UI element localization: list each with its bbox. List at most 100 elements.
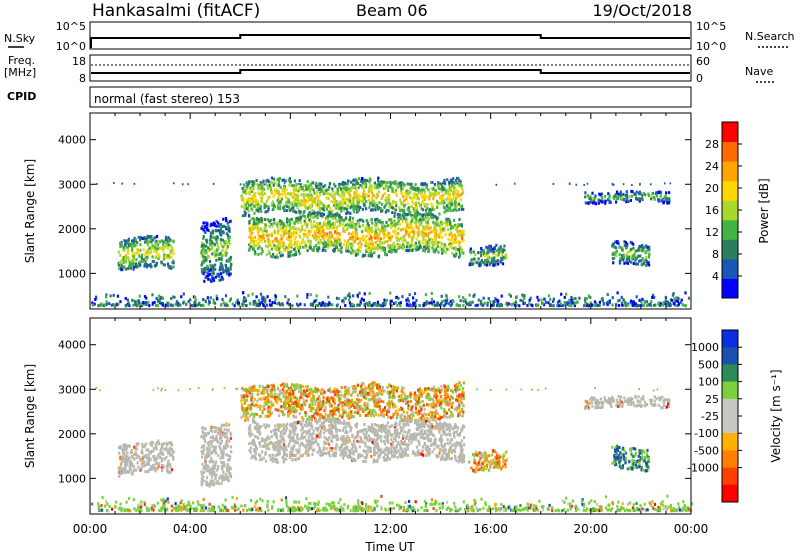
power-cell [672, 292, 675, 296]
power-cell [461, 207, 464, 211]
power-cell [643, 246, 646, 250]
power-cell [378, 303, 381, 307]
power-cell [367, 223, 370, 227]
power-cell [390, 221, 394, 225]
power-cell [211, 231, 215, 235]
power-cell [366, 219, 369, 223]
power-cell [328, 192, 331, 196]
power-cell [479, 260, 482, 264]
velocity-cell [357, 508, 360, 512]
velocity-cell [673, 509, 676, 513]
power-cell [285, 217, 289, 221]
velocity-cell [233, 504, 236, 508]
power-cell [315, 181, 318, 185]
velocity-cell [224, 505, 227, 509]
power-cell [631, 190, 634, 194]
power-cell [366, 179, 369, 183]
power-cell [368, 187, 371, 191]
power-cell [147, 263, 151, 267]
power-cell [206, 296, 209, 300]
power-cell [450, 199, 453, 203]
power-cell [447, 228, 450, 232]
power-cell [403, 214, 406, 218]
velocity-cell [621, 502, 624, 506]
power-cell [201, 243, 204, 247]
power-cell [596, 304, 600, 308]
velocity-cell [170, 509, 174, 513]
velocity-cell [358, 505, 362, 509]
power-cell [492, 249, 495, 253]
power-cell [289, 180, 292, 184]
power-cell [303, 193, 306, 197]
power-cell [351, 225, 354, 229]
velocity-cell [639, 504, 642, 508]
power-cell [274, 191, 277, 195]
power-cell [493, 262, 496, 266]
power-cell [407, 209, 410, 213]
velocity-cell [582, 508, 585, 512]
velocity-cell [180, 505, 183, 509]
power-cell [558, 299, 561, 303]
power-cell [149, 238, 152, 242]
velocity-cell [143, 460, 146, 464]
power-cell [651, 293, 655, 297]
power-cell [321, 215, 324, 219]
power-cell [138, 303, 141, 307]
power-cell [294, 253, 298, 257]
power-cell [308, 232, 311, 236]
power-cell [350, 243, 354, 247]
power-cell [392, 245, 395, 249]
power-cell [355, 203, 358, 207]
velocity-cell [114, 505, 117, 509]
power-cell [265, 233, 268, 237]
power-cell [273, 218, 276, 222]
power-cell [383, 233, 386, 237]
power-cell [328, 301, 331, 305]
power-cell [365, 199, 368, 203]
power-cell [369, 246, 372, 250]
velocity-cell [163, 448, 166, 452]
power-cell [583, 296, 587, 300]
power-cell [292, 190, 296, 194]
power-cell [453, 190, 456, 194]
power-cell [214, 267, 217, 271]
velocity-cell [172, 457, 175, 461]
power-cell [482, 303, 485, 307]
power-cell [432, 220, 435, 224]
velocity-cell [127, 459, 130, 463]
power-cell [379, 304, 383, 308]
power-cell [388, 232, 391, 236]
power-cell [568, 298, 571, 302]
power-cell [425, 186, 428, 190]
power-cell [454, 226, 457, 230]
power-cell [305, 206, 308, 210]
power-cell [462, 233, 465, 237]
power-cell [242, 199, 245, 203]
power-cell [359, 299, 362, 303]
power-cell [574, 302, 577, 306]
power-cell [253, 192, 256, 196]
power-cell [279, 244, 282, 248]
power-cell [399, 228, 403, 232]
velocity-cell [502, 509, 506, 513]
power-cell [326, 232, 329, 236]
power-cell [131, 298, 134, 302]
power-cell [648, 263, 651, 267]
power-cell [214, 301, 217, 305]
power-cell [145, 303, 148, 307]
power-cell [571, 301, 574, 305]
velocity-cell [517, 508, 520, 512]
power-cell [490, 256, 493, 260]
power-cell [556, 300, 559, 304]
power-cell [416, 211, 420, 215]
power-cell [365, 207, 368, 211]
power-cell [210, 222, 213, 226]
power-cell [426, 207, 429, 211]
power-cell [266, 196, 269, 200]
power-cell [224, 225, 227, 229]
power-cell [284, 295, 287, 299]
power-cell [305, 232, 308, 236]
power-cell [398, 206, 401, 210]
power-cell [217, 246, 220, 250]
power-cell [291, 253, 294, 257]
